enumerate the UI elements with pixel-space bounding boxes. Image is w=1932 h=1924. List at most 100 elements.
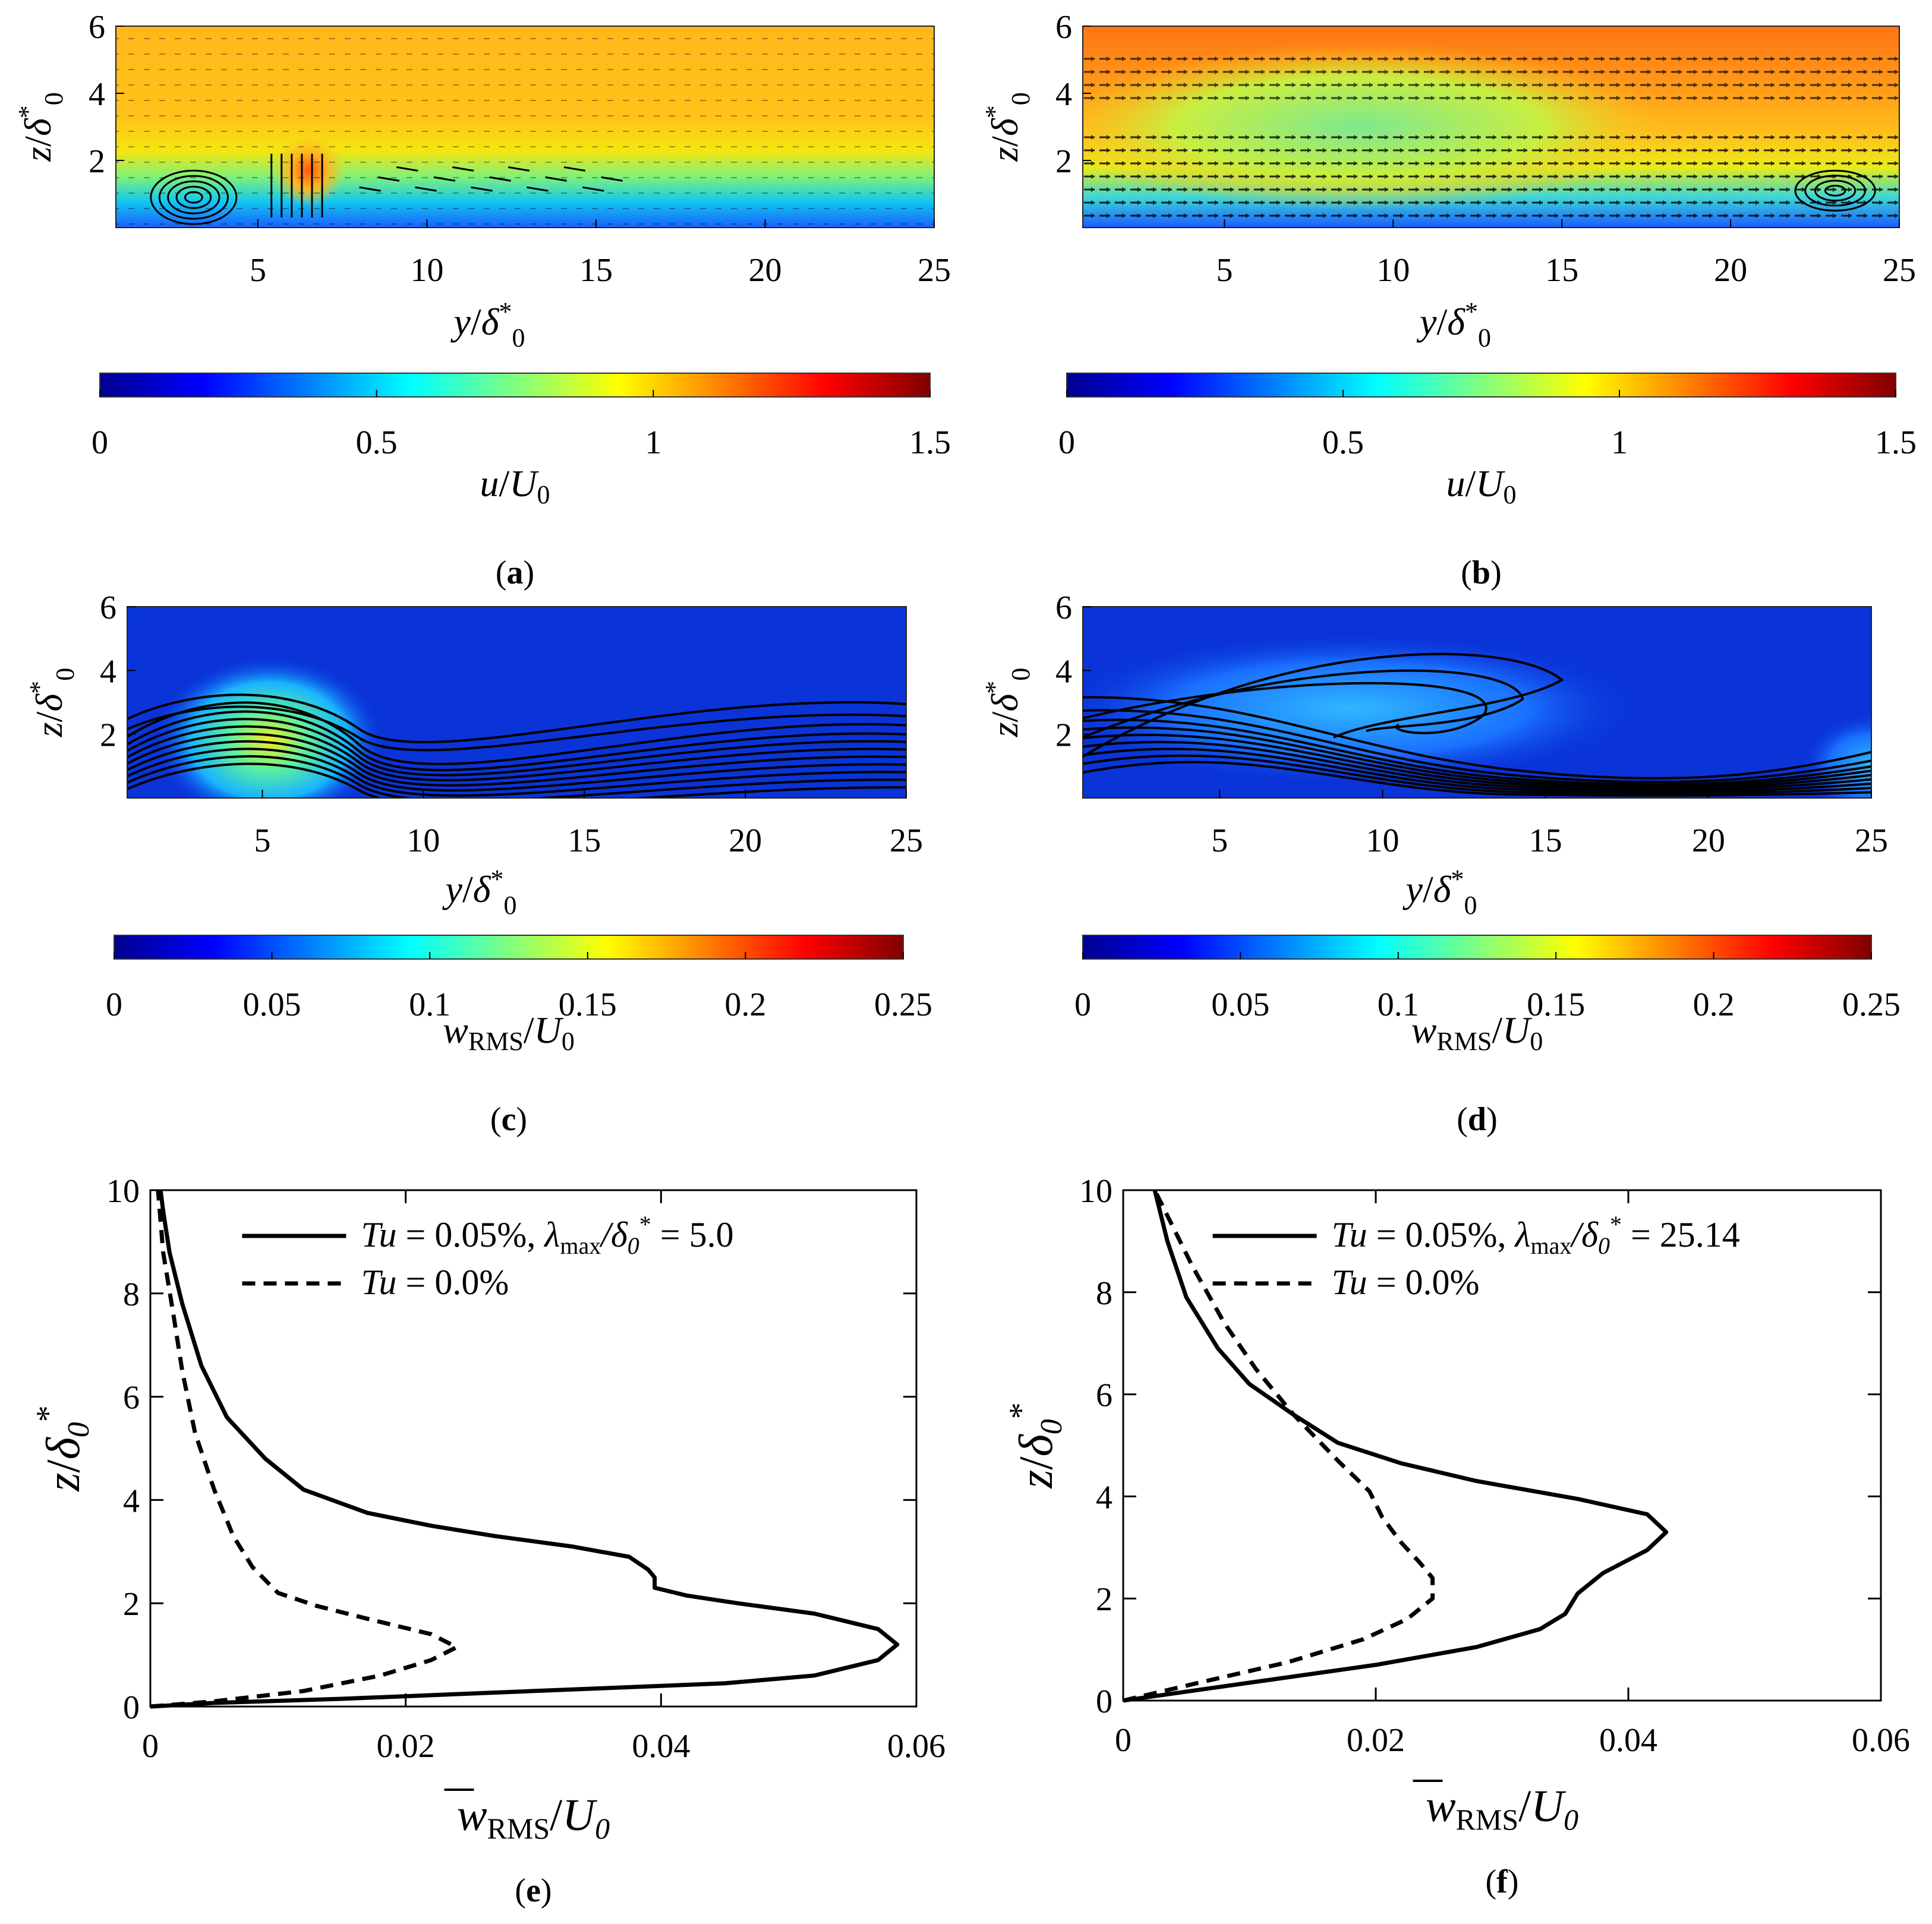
velocity-arrow (582, 186, 604, 192)
contour-line (127, 718, 906, 777)
contour-line (1083, 733, 1871, 790)
x-tick-label: 0 (142, 1728, 159, 1765)
y-tick-label: 8 (1096, 1275, 1112, 1312)
colorbar-tick-label: 0.2 (1693, 986, 1735, 1023)
colorbar-tick-label: 0.15 (1527, 986, 1585, 1023)
y-tick-label: 6 (89, 9, 105, 46)
panel-label-b: (b) (1461, 554, 1501, 591)
vortex-ring (167, 180, 220, 215)
x-tick-label: 25 (918, 252, 951, 289)
contour-line (1083, 761, 1871, 797)
colorbar-tick-label: 0.5 (1322, 424, 1364, 461)
colorbar-tick-label: 0 (92, 424, 108, 461)
y-tick-label: 2 (89, 143, 105, 180)
y-tick-label: 6 (1055, 9, 1072, 46)
panel-f: 0 0.02 0.04 0.06 0 2 4 6 8 10 Tu = 0.05%, λmax/δ0*… (1003, 1173, 1910, 1836)
contour-line (1083, 696, 1871, 780)
rms-region (1083, 631, 1647, 786)
legend-entry: Tu = 0.05%, λmax/δ0* = 25.14 (1332, 1211, 1740, 1259)
field-a (116, 26, 934, 228)
panel-label-c: (c) (490, 1101, 527, 1138)
contour-line (127, 710, 906, 772)
x-tick-label: 0.04 (632, 1728, 690, 1765)
velocity-arrow (489, 176, 512, 182)
vector-field (1083, 127, 1899, 228)
velocity-arrow (452, 166, 474, 172)
panel-label-f: (f) (1486, 1863, 1519, 1900)
contour-line (127, 747, 906, 797)
series-line-solid (150, 1190, 900, 1709)
velocity-arrow (601, 176, 623, 182)
x-tick-label: 15 (1529, 822, 1562, 859)
series-line-dashed (150, 1190, 459, 1709)
axes-frame (115, 26, 935, 228)
y-axis-label: z/δ*0 (980, 668, 1035, 737)
contour-line (127, 733, 906, 787)
contour-line (127, 755, 906, 798)
colorbar-tick-label: 1.5 (909, 424, 951, 461)
velocity-arrow (433, 176, 456, 182)
colorbar-tick-label: 0.1 (1378, 986, 1419, 1023)
x-tick-label: 15 (579, 252, 613, 289)
contour-line (127, 740, 906, 792)
y-tick-label: 6 (100, 589, 116, 626)
y-tick-label: 10 (1079, 1173, 1112, 1210)
x-tick-label: 5 (250, 252, 266, 289)
y-tick-label: 0 (1096, 1683, 1112, 1720)
y-tick-label: 4 (123, 1483, 140, 1519)
x-tick-label: 10 (406, 822, 440, 859)
vortex-ring (1814, 179, 1857, 202)
velocity-arrow (359, 186, 381, 192)
y-tick-label: 4 (100, 653, 116, 690)
panel-e: 0 0.02 0.04 0.06 0 2 4 6 8 10 Tu = 0.05%, λmax/δ0*… (30, 1173, 945, 1845)
x-tick-label: 0.06 (887, 1728, 945, 1765)
colorbar-tick-label: 0.2 (724, 986, 766, 1023)
y-tick-label: 2 (1055, 717, 1072, 754)
panel-label-a: (a) (496, 554, 534, 591)
y-tick-label: 2 (1055, 143, 1072, 180)
axes-frame (1122, 1189, 1882, 1702)
field-d (1083, 607, 1871, 798)
x-tick-label: 25 (1855, 822, 1888, 859)
colorbar-label: u/U0 (480, 462, 550, 509)
vortex-ring (1824, 184, 1846, 197)
x-axis-label: y/δ*0 (450, 297, 525, 352)
contour-line (1083, 652, 1564, 758)
colorbar-label: u/U0 (1446, 462, 1517, 509)
legend-entry: Tu = 0.0% (1332, 1263, 1480, 1302)
velocity-arrow (508, 166, 530, 172)
colorbar-tick-label: 0.15 (559, 986, 617, 1023)
x-tick-label: 5 (254, 822, 271, 859)
y-tick-label: 4 (1055, 653, 1072, 690)
colorbar-tick-label: 0.1 (409, 986, 450, 1023)
x-axis-label: wRMS/U0 (457, 1790, 610, 1845)
x-tick-label: 0.02 (1347, 1722, 1405, 1759)
x-tick-label: 0.02 (377, 1728, 435, 1765)
colorbar-tick-label: 0.25 (1842, 986, 1901, 1023)
velocity-arrow (415, 186, 437, 192)
colorbar (114, 935, 904, 960)
panel-a: 5 10 15 20 25 2 4 6 y/δ*0 z/δ*0 0 0.5 1 1.5 u/U0 (13, 9, 951, 509)
y-axis-label: z/δ*0 (24, 668, 80, 737)
panel-label-d: (d) (1457, 1101, 1497, 1138)
colorbar-tick-label: 1 (1611, 424, 1628, 461)
y-tick-label: 6 (123, 1380, 140, 1417)
velocity-arrow (563, 166, 586, 172)
y-tick-label: 0 (123, 1689, 140, 1726)
x-tick-label: 5 (1211, 822, 1228, 859)
contour-line (1083, 747, 1871, 793)
y-tick-label: 10 (106, 1173, 140, 1210)
panel-d: 5 10 15 20 25 2 4 6 y/δ*0 z/δ*0 0 0.05 0.1 0.15 0.2 0.2… (980, 589, 1901, 1056)
panel-label-e: (e) (515, 1872, 551, 1909)
field-b (1083, 26, 1899, 228)
x-axis-label: y/δ*0 (442, 865, 517, 920)
contour-line (1083, 709, 1871, 784)
series-line-dashed (1123, 1189, 1435, 1703)
y-tick-label: 8 (123, 1276, 140, 1313)
colorbar-tick-label: 0.05 (1211, 986, 1269, 1023)
colorbar-tick-label: 0 (106, 986, 122, 1023)
x-tick-label: 25 (1883, 252, 1916, 289)
y-axis-label: z/δ0* (30, 1405, 96, 1492)
x-axis-label: wRMS/U0 (1426, 1781, 1578, 1836)
y-tick-label: 4 (1055, 76, 1072, 113)
